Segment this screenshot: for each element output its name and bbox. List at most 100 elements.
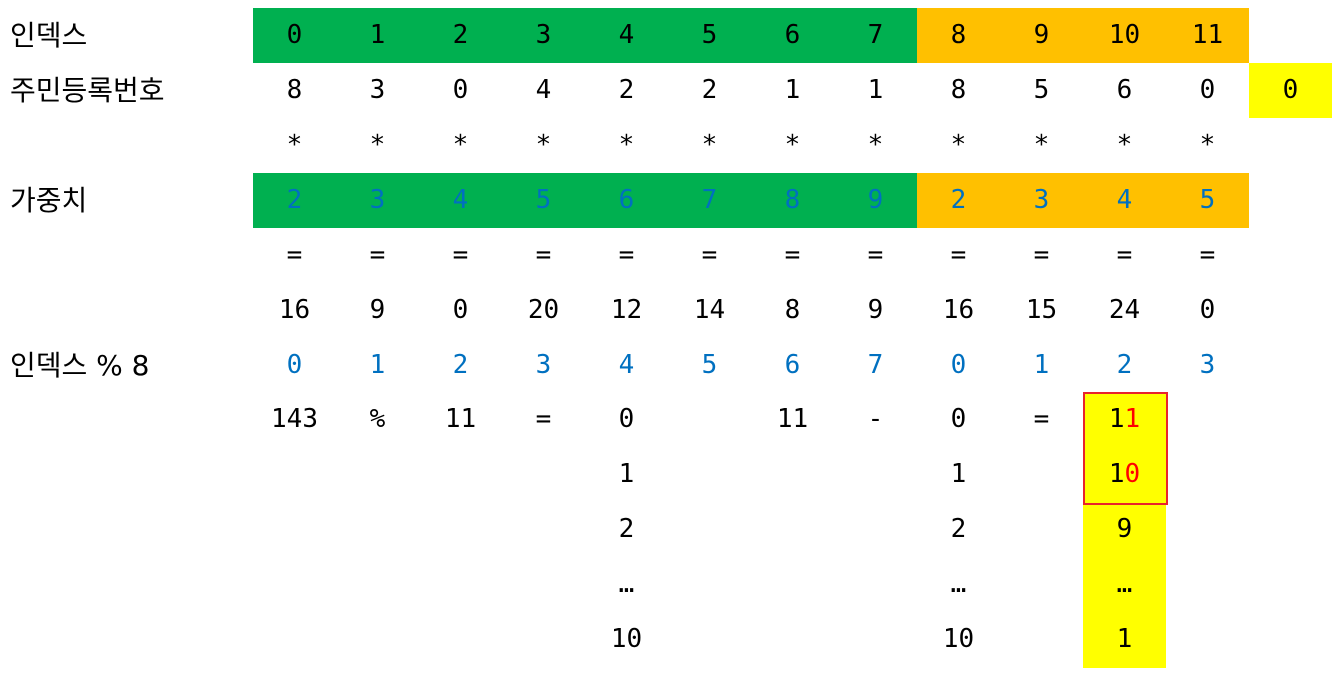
equals-sign: = <box>1116 240 1133 270</box>
weight-band-green <box>253 173 917 228</box>
index-cell: 11 <box>1191 20 1224 50</box>
product-value: 16 <box>278 295 311 325</box>
check-result-prefix: 1 <box>1108 459 1125 489</box>
remainder-value-2: 2 <box>950 514 967 544</box>
index-cell: 9 <box>1033 20 1050 50</box>
weight-band-orange <box>917 173 1249 228</box>
product-value: 24 <box>1108 295 1141 325</box>
check-result-prefix: 1 <box>1108 404 1125 434</box>
label-index: 인덱스 <box>10 19 88 52</box>
remainder-value: 1 <box>618 459 635 489</box>
equals-sign: = <box>950 240 967 270</box>
multiply-sign: * <box>1116 130 1133 160</box>
weight-value: 4 <box>1116 185 1133 215</box>
index-band-orange <box>917 8 1249 63</box>
weight-value: 3 <box>1033 185 1050 215</box>
index-mod-value: 1 <box>369 350 386 380</box>
index-mod-value: 1 <box>1033 350 1050 380</box>
result-highlight-box <box>1083 392 1168 505</box>
product-value: 8 <box>784 295 801 325</box>
multiply-sign: * <box>535 130 552 160</box>
product-value: 9 <box>369 295 386 325</box>
equals-sign: = <box>784 240 801 270</box>
rrn-digit: 8 <box>286 75 303 105</box>
index-mod-value: 0 <box>286 350 303 380</box>
check-digit-highlight <box>1249 63 1332 118</box>
equals-sign: = <box>535 240 552 270</box>
equals-sign: = <box>1033 240 1050 270</box>
weight-value: 8 <box>784 185 801 215</box>
index-cell: 6 <box>784 20 801 50</box>
check-result-digit: 1 <box>1124 404 1141 434</box>
index-cell: 2 <box>452 20 469 50</box>
index-cell: 8 <box>950 20 967 50</box>
weight-value: 5 <box>535 185 552 215</box>
equals-sign: = <box>701 240 718 270</box>
index-mod-value: 6 <box>784 350 801 380</box>
index-cell: 4 <box>618 20 635 50</box>
equals-sign: = <box>867 240 884 270</box>
multiply-sign: * <box>867 130 884 160</box>
weight-value: 4 <box>452 185 469 215</box>
index-band-green <box>253 8 917 63</box>
product-value: 0 <box>452 295 469 325</box>
multiply-sign: * <box>618 130 635 160</box>
index-mod-value: 2 <box>1116 350 1133 380</box>
multiply-sign: * <box>1033 130 1050 160</box>
index-cell: 1 <box>369 20 386 50</box>
product-value: 9 <box>867 295 884 325</box>
eleven-value: 11 <box>776 404 809 434</box>
index-mod-value: 4 <box>618 350 635 380</box>
remainder-value: … <box>618 569 635 599</box>
product-value: 20 <box>527 295 560 325</box>
index-cell: 5 <box>701 20 718 50</box>
index-cell: 7 <box>867 20 884 50</box>
multiply-sign: * <box>950 130 967 160</box>
check-result: 10 <box>1083 447 1166 502</box>
sum-value: 143 <box>271 404 318 434</box>
minus-sign: - <box>867 404 884 434</box>
multiply-sign: * <box>701 130 718 160</box>
multiply-sign: * <box>286 130 303 160</box>
multiply-sign: * <box>452 130 469 160</box>
equals-sign: = <box>369 240 386 270</box>
weight-value: 2 <box>950 185 967 215</box>
remainder-value: 0 <box>618 404 635 434</box>
product-value: 0 <box>1199 295 1216 325</box>
weight-value: 6 <box>618 185 635 215</box>
product-value: 14 <box>693 295 726 325</box>
rrn-digit: 3 <box>369 75 386 105</box>
weight-value: 3 <box>369 185 386 215</box>
label-rrn: 주민등록번호 <box>10 74 165 107</box>
multiply-sign: * <box>369 130 386 160</box>
divisor-value: 11 <box>444 404 477 434</box>
equals-sign: = <box>618 240 635 270</box>
index-mod-value: 7 <box>867 350 884 380</box>
check-result: 9 <box>1083 502 1166 557</box>
remainder-value: 10 <box>610 624 643 654</box>
index-mod-value: 0 <box>950 350 967 380</box>
weight-value: 5 <box>1199 185 1216 215</box>
index-cell: 3 <box>535 20 552 50</box>
weight-value: 2 <box>286 185 303 215</box>
check-result-digit: 1 <box>1116 624 1133 654</box>
product-value: 15 <box>1025 295 1058 325</box>
rrn-digit: 1 <box>784 75 801 105</box>
remainder-value-2: 0 <box>950 404 967 434</box>
check-result: 1 <box>1083 612 1166 667</box>
check-result-digit: 0 <box>1124 459 1141 489</box>
index-mod-value: 5 <box>701 350 718 380</box>
equals-sign: = <box>535 404 552 434</box>
index-mod-value: 3 <box>1199 350 1216 380</box>
weight-value: 9 <box>867 185 884 215</box>
remainder-value-2: 10 <box>942 624 975 654</box>
rrn-digit: 2 <box>701 75 718 105</box>
rrn-digit: 0 <box>452 75 469 105</box>
check-digit: 0 <box>1282 75 1299 105</box>
mod-operator: % <box>369 404 386 434</box>
weight-value: 7 <box>701 185 718 215</box>
product-value: 16 <box>942 295 975 325</box>
label-index-mod: 인덱스 % 8 <box>10 349 150 382</box>
index-mod-value: 3 <box>535 350 552 380</box>
